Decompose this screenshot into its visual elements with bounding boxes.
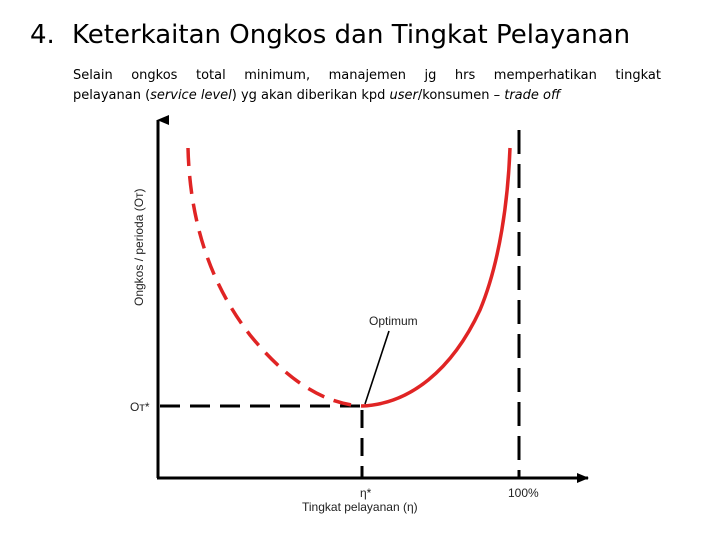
paragraph-line-1: Selain ongkos total minimum, manajemen j… [73, 68, 661, 83]
y-tick-optimum-cost: Oᴛ* [130, 400, 150, 414]
body-paragraph: Selain ongkos total minimum, manajemen j… [73, 66, 661, 106]
x-tick-optimum-service: η* [360, 486, 372, 500]
slide-heading: Keterkaitan Ongkos dan Tingkat Pelayanan [72, 20, 631, 50]
paragraph-text-c: /konsumen – [417, 88, 505, 103]
trade-off-term: trade off [504, 88, 561, 103]
x-axis-label: Tingkat pelayanan (η) [302, 500, 418, 514]
user-term: user [389, 88, 418, 103]
service-level-term: service level [150, 88, 232, 103]
optimum-label: Optimum [369, 314, 418, 328]
optimum-pointer [364, 330, 390, 405]
paragraph-line-2: pelayanan (service level) yg akan diberi… [73, 88, 560, 103]
x-tick-full-service: 100% [508, 486, 539, 500]
slide-title: 4. Keterkaitan Ongkos dan Tingkat Pelayan… [30, 18, 700, 52]
slide-number: 4. [30, 20, 55, 50]
paragraph-text-a: pelayanan ( [73, 88, 151, 103]
total-cost-curve-left [186, 147, 363, 408]
total-cost-curve-right [361, 147, 512, 408]
y-axis-label: Ongkos / perioda (Oᴛ) [132, 188, 146, 306]
paragraph-text-b: ) yg akan diberikan kpd [231, 88, 390, 103]
